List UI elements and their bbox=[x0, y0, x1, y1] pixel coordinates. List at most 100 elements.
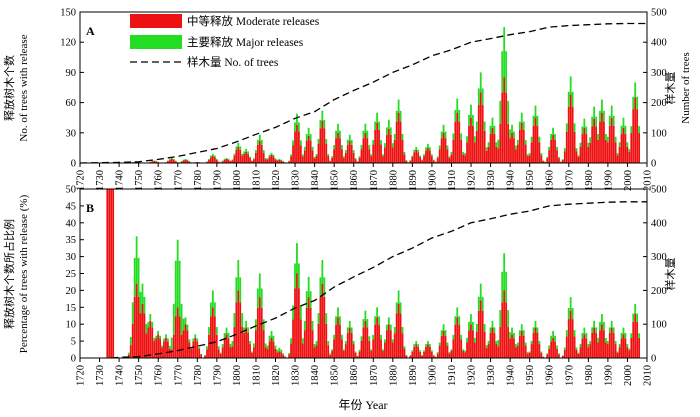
y2-label-cn-b: 样木量 bbox=[663, 258, 677, 291]
bar-moderate bbox=[266, 159, 269, 163]
bar-moderate bbox=[599, 330, 601, 358]
bar-major bbox=[270, 330, 273, 338]
bar-major bbox=[505, 271, 508, 303]
bar-moderate bbox=[546, 354, 549, 358]
bar-major bbox=[133, 257, 136, 297]
bar-moderate bbox=[309, 140, 312, 163]
bar-moderate bbox=[470, 324, 472, 358]
bar-moderate bbox=[559, 161, 562, 163]
bar-moderate bbox=[536, 125, 539, 163]
bar-major bbox=[610, 105, 613, 118]
bar-moderate bbox=[573, 131, 576, 163]
bar-major bbox=[329, 353, 332, 355]
bar-moderate bbox=[436, 157, 439, 163]
bar-major bbox=[178, 260, 181, 317]
bar-moderate bbox=[168, 348, 171, 358]
bar-moderate bbox=[430, 351, 433, 358]
bar-moderate bbox=[131, 323, 134, 358]
bar-major bbox=[515, 145, 517, 150]
bar-moderate bbox=[352, 152, 355, 163]
bar-moderate bbox=[466, 342, 468, 358]
bar-major bbox=[282, 353, 285, 355]
y-tick-label: 5 bbox=[71, 337, 76, 348]
bar-major bbox=[632, 96, 635, 110]
bar-major bbox=[153, 337, 156, 341]
bar-moderate bbox=[489, 134, 492, 163]
bar-major bbox=[597, 337, 599, 343]
bar-major bbox=[196, 338, 199, 342]
bar-major bbox=[413, 344, 416, 347]
bar-major bbox=[319, 277, 322, 297]
bar-moderate bbox=[450, 351, 453, 358]
x-tick-label: 1770 bbox=[173, 365, 184, 386]
bar-moderate bbox=[468, 330, 470, 358]
bar-major bbox=[358, 156, 361, 158]
bar-moderate bbox=[303, 330, 306, 358]
bar-major bbox=[210, 155, 212, 158]
x-tick-label: 1890 bbox=[408, 365, 419, 386]
bar-major bbox=[378, 316, 380, 325]
bar-major bbox=[145, 323, 148, 334]
bar-moderate bbox=[616, 352, 619, 358]
bar-moderate bbox=[325, 143, 328, 163]
bar-moderate bbox=[360, 340, 363, 358]
x-tick-label: 1830 bbox=[291, 365, 302, 386]
bar-major bbox=[415, 146, 418, 150]
bar-moderate bbox=[270, 154, 273, 163]
bar-moderate bbox=[200, 354, 203, 358]
bar-major bbox=[311, 146, 314, 151]
bar-major bbox=[325, 139, 328, 144]
bar-moderate bbox=[552, 134, 554, 163]
bar-moderate bbox=[170, 349, 173, 358]
bar-major bbox=[204, 355, 206, 356]
bar-moderate bbox=[401, 139, 404, 163]
bar-moderate bbox=[184, 159, 187, 163]
bar-major bbox=[475, 121, 478, 131]
bar-moderate bbox=[307, 297, 310, 358]
bar-moderate bbox=[612, 125, 615, 163]
bar-major bbox=[571, 91, 574, 107]
bar-major bbox=[294, 263, 296, 289]
bar-moderate bbox=[274, 159, 277, 163]
bar-moderate bbox=[294, 288, 296, 358]
bar-major bbox=[331, 156, 334, 158]
bar-major bbox=[618, 142, 621, 147]
bar-moderate bbox=[515, 149, 517, 163]
bar-major bbox=[593, 106, 596, 119]
bar-major bbox=[487, 142, 490, 147]
bar-moderate bbox=[151, 161, 154, 163]
bar-moderate bbox=[436, 353, 439, 358]
bar-moderate bbox=[163, 341, 165, 358]
bar-moderate bbox=[260, 307, 263, 358]
x-tick-label: 2000 bbox=[623, 365, 634, 386]
y2-tick-label: 200 bbox=[651, 286, 667, 297]
bar-moderate bbox=[227, 338, 230, 358]
bar-moderate bbox=[391, 342, 394, 358]
legend-label-moderate: 中等释放 Moderate releases bbox=[187, 14, 320, 28]
x-tick-label: 1750 bbox=[134, 170, 145, 191]
y2-tick-label: 0 bbox=[651, 159, 656, 170]
bar-moderate bbox=[294, 131, 296, 163]
bar-major bbox=[192, 338, 195, 342]
x-tick-label: 1850 bbox=[330, 365, 341, 386]
bar-moderate bbox=[473, 342, 476, 358]
bar-major bbox=[501, 51, 504, 93]
bar-moderate bbox=[233, 327, 236, 358]
bar-moderate bbox=[456, 112, 459, 163]
bar-major bbox=[401, 133, 404, 140]
bar-moderate bbox=[548, 348, 551, 358]
bar-moderate bbox=[346, 144, 349, 163]
bar-moderate bbox=[526, 353, 529, 358]
bar-major bbox=[532, 115, 535, 126]
bar-moderate bbox=[133, 296, 136, 358]
x-tick-label: 1730 bbox=[95, 365, 106, 386]
bar-moderate bbox=[440, 138, 443, 163]
bar-moderate bbox=[569, 94, 572, 163]
bar-moderate bbox=[530, 344, 533, 358]
bar-moderate bbox=[174, 316, 177, 358]
x-tick-label: 1790 bbox=[212, 365, 223, 386]
bar-moderate bbox=[532, 332, 535, 358]
bar-major bbox=[319, 119, 322, 129]
bar-major bbox=[327, 341, 330, 346]
bar-major bbox=[626, 344, 629, 348]
